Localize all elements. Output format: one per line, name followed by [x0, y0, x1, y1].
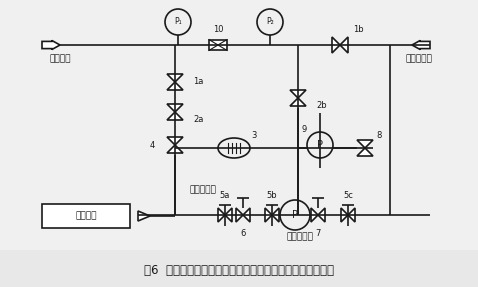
Polygon shape	[167, 74, 183, 82]
FancyBboxPatch shape	[209, 40, 227, 51]
Polygon shape	[167, 137, 183, 145]
Polygon shape	[225, 208, 232, 222]
Text: 5a: 5a	[220, 191, 230, 199]
Text: 2b: 2b	[316, 102, 326, 110]
Text: 5b: 5b	[267, 191, 277, 199]
Text: P: P	[292, 210, 298, 220]
Text: 6: 6	[240, 228, 246, 238]
Text: 机封密封水: 机封密封水	[190, 185, 217, 195]
Polygon shape	[341, 208, 348, 222]
Polygon shape	[311, 208, 318, 222]
Polygon shape	[265, 208, 272, 222]
Polygon shape	[340, 37, 348, 53]
Polygon shape	[357, 148, 373, 156]
Text: P: P	[317, 140, 323, 150]
Text: 8: 8	[376, 131, 382, 141]
Text: 图6  增加电磁阀及气动三通切换阀凝结水机封水系统示意图: 图6 增加电磁阀及气动三通切换阀凝结水机封水系统示意图	[144, 263, 334, 276]
Text: 机械密封: 机械密封	[75, 212, 97, 220]
Text: 3: 3	[251, 131, 257, 141]
FancyBboxPatch shape	[42, 204, 130, 228]
Polygon shape	[218, 208, 225, 222]
Polygon shape	[167, 145, 183, 153]
Text: 凝结水出口: 凝结水出口	[405, 55, 432, 63]
Text: P₂: P₂	[266, 18, 274, 26]
Text: 7: 7	[315, 228, 321, 238]
Polygon shape	[167, 112, 183, 120]
Text: 机封冲洗水: 机封冲洗水	[287, 232, 314, 241]
Text: 2a: 2a	[193, 115, 203, 125]
Polygon shape	[357, 140, 373, 148]
Polygon shape	[138, 211, 150, 221]
Polygon shape	[290, 90, 306, 98]
Text: P₁: P₁	[174, 18, 182, 26]
Text: 1b: 1b	[353, 26, 363, 34]
Text: 5c: 5c	[343, 191, 353, 199]
Polygon shape	[42, 40, 60, 49]
Text: 1a: 1a	[193, 77, 203, 86]
Text: 除盐水来: 除盐水来	[50, 55, 72, 63]
Polygon shape	[412, 40, 430, 49]
Text: 4: 4	[150, 141, 155, 150]
Polygon shape	[243, 208, 250, 222]
FancyBboxPatch shape	[0, 250, 478, 287]
Polygon shape	[167, 82, 183, 90]
Polygon shape	[332, 37, 340, 53]
Polygon shape	[272, 208, 279, 222]
Polygon shape	[236, 208, 243, 222]
Text: 10: 10	[213, 26, 223, 34]
Text: 9: 9	[301, 125, 306, 135]
Polygon shape	[348, 208, 355, 222]
Polygon shape	[167, 104, 183, 112]
Polygon shape	[290, 98, 306, 106]
Polygon shape	[318, 208, 325, 222]
